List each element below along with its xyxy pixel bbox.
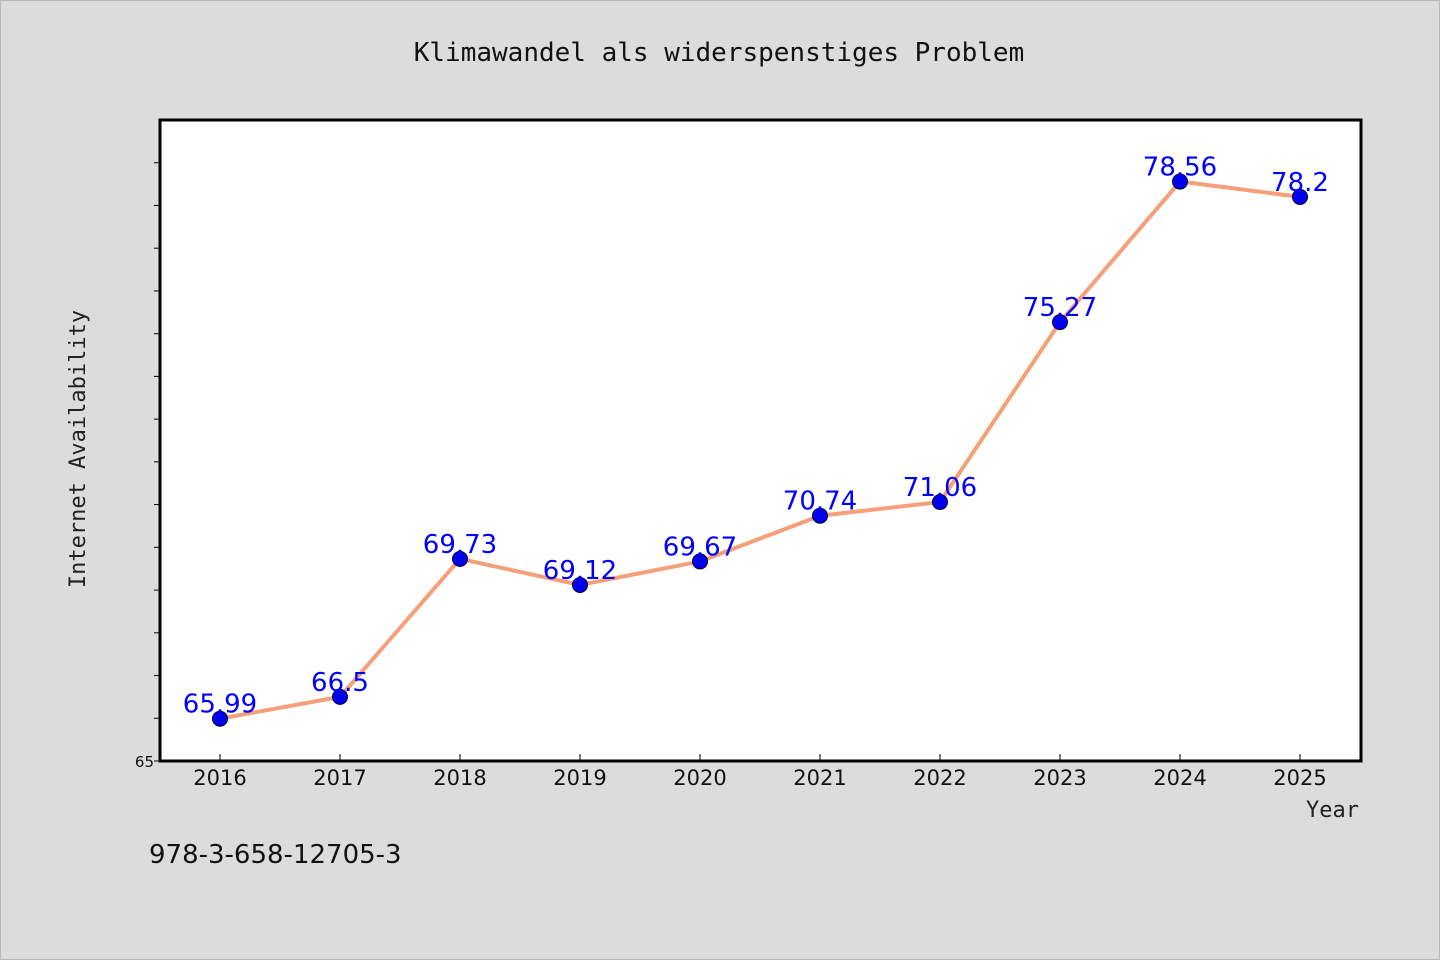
data-point xyxy=(692,553,708,570)
x-tick-label: 2022 xyxy=(913,766,966,790)
data-point xyxy=(932,494,948,511)
data-point xyxy=(332,688,348,705)
x-tick-label: 2021 xyxy=(793,766,846,790)
data-point xyxy=(812,507,828,524)
data-point xyxy=(572,576,588,593)
isbn-text: 978-3-658-12705-3 xyxy=(149,840,402,870)
data-point xyxy=(1052,314,1068,331)
x-tick-label: 2023 xyxy=(1033,766,1086,790)
y-axis-ticks: 65 xyxy=(135,162,160,771)
data-label: 78.56 xyxy=(1143,153,1217,183)
x-tick-label: 2016 xyxy=(193,766,246,790)
data-label: 70.74 xyxy=(783,487,857,517)
chart-title: Klimawandel als widerspenstiges Problem xyxy=(414,38,1024,68)
y-axis-label: Internet Availability xyxy=(66,310,91,588)
x-tick-label: 2020 xyxy=(673,766,726,790)
data-point xyxy=(1172,173,1188,190)
data-label: 78.2 xyxy=(1271,168,1329,198)
series-layer: 65.99 66.5 69.73 69.12 69.67 70.74 71.06 75.27 7… xyxy=(183,153,1329,727)
data-point xyxy=(452,550,468,567)
x-tick-label: 2018 xyxy=(433,766,486,790)
x-tick-label: 2025 xyxy=(1273,766,1326,790)
series-line xyxy=(218,179,1302,721)
x-axis-label: Year xyxy=(1306,798,1359,823)
data-point xyxy=(212,710,228,727)
plot-area xyxy=(158,118,1363,763)
data-label: 66.5 xyxy=(311,668,369,698)
data-label: 65.99 xyxy=(183,690,257,720)
data-label: 69.12 xyxy=(543,556,617,586)
data-label: 71.06 xyxy=(903,473,977,503)
data-point xyxy=(1292,188,1308,205)
data-label: 69.73 xyxy=(423,530,497,560)
y-tick-label: 65 xyxy=(135,753,154,771)
x-tick-label: 2024 xyxy=(1153,766,1206,790)
data-label: 75.27 xyxy=(1023,293,1097,323)
x-tick-label: 2017 xyxy=(313,766,366,790)
data-label: 69.67 xyxy=(663,532,737,562)
x-tick-label: 2019 xyxy=(553,766,606,790)
x-axis-ticks: 2016 2017 2018 2019 2020 2021 2022 2023 2024 2025 xyxy=(193,754,1327,790)
